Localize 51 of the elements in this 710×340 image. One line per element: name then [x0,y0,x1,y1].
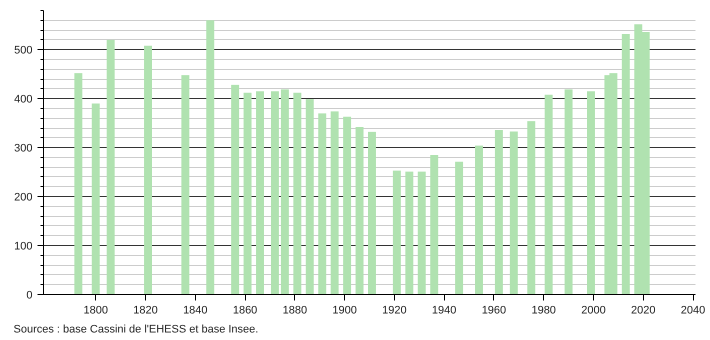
bar [293,92,302,294]
bar [306,99,314,294]
bar [418,172,426,294]
x-tick-label: 2020 [631,304,656,316]
bar [544,94,553,294]
bar [106,40,115,294]
x-tick-label: 1960 [482,304,506,316]
x-tick-label: 1840 [183,304,208,316]
x-tick-label: 2000 [581,304,606,316]
bar [622,34,630,294]
y-tick-label: 100 [14,240,33,253]
x-tick-label: 1900 [332,304,357,316]
bar [405,172,414,294]
bar [270,91,279,294]
bar [392,170,401,294]
y-tick-label: 200 [14,192,33,204]
x-tick-label: 1920 [382,304,407,316]
bar [368,132,376,294]
bar [318,113,326,294]
bar [587,91,595,294]
bar [455,162,464,294]
x-tick-label: 1980 [531,304,556,316]
bar [256,91,264,294]
bar [564,89,573,294]
bar [231,84,240,294]
y-tick-label: 300 [14,142,33,155]
bar [244,92,252,294]
bar [343,116,352,294]
bar [74,73,82,294]
bar [510,131,518,294]
y-tick-label: 0 [26,290,33,302]
bar [494,130,503,294]
x-tick-label: 1940 [432,304,456,316]
bar [356,127,364,294]
bar [181,75,190,294]
y-tick-label: 500 [14,44,33,57]
x-tick-label: 2040 [680,304,706,316]
bar [475,146,483,294]
bar [430,154,438,294]
bar [144,46,152,294]
bar [206,20,214,294]
x-tick-label: 1800 [84,304,108,316]
source-note: Sources : base Cassini de l'EHESS et base Insee. [14,324,258,336]
y-tick-label: 400 [14,94,33,106]
bar [280,89,289,294]
x-tick-label: 1820 [133,304,158,316]
bar [330,111,339,294]
bar [92,104,100,294]
x-tick-label: 1860 [232,304,258,316]
bar [527,121,536,294]
x-tick-label: 1880 [282,304,308,316]
